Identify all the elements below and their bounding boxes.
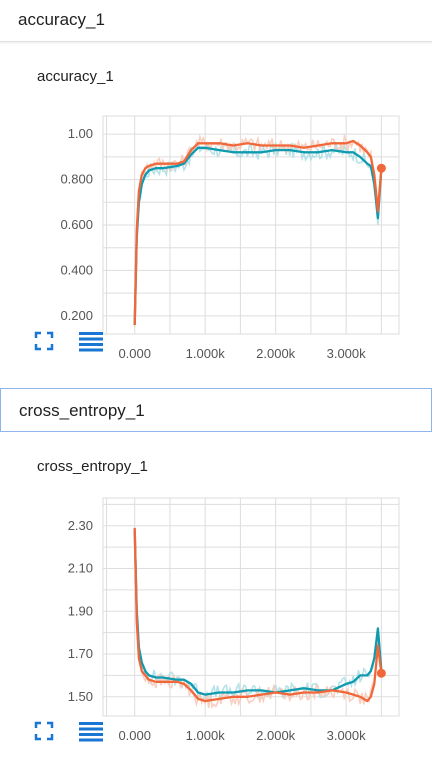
chart-card-accuracy: accuracy_1 1.00 0.800 0.600 0.400 0.200 0.000… [0, 42, 432, 382]
section-header-label: accuracy_1 [18, 10, 105, 29]
series-line-teal [133, 530, 383, 696]
section-header-accuracy[interactable]: accuracy_1 [0, 0, 432, 42]
fit-domain-icon[interactable] [33, 720, 55, 742]
series-line-orange [133, 527, 383, 703]
y-tick-label: 2.10 [68, 561, 93, 576]
y-tick-label: 0.600 [60, 217, 93, 232]
y-tick-label: 1.00 [68, 126, 93, 141]
grid [102, 115, 400, 335]
grid [102, 497, 400, 717]
x-tick-label: 1.000k [186, 728, 226, 743]
series-line-teal [133, 146, 383, 325]
x-tick-label: 0.000 [118, 346, 151, 361]
hover-point-marker [376, 163, 386, 173]
x-tick-label: 0.000 [118, 728, 151, 743]
plot-frame [102, 497, 400, 717]
chart-title: accuracy_1 [37, 68, 114, 85]
cross-entropy-chart[interactable]: 2.30 2.10 1.90 1.70 1.50 0.000 1.000k 2.000k 3.0… [0, 486, 432, 756]
chart-card-cross-entropy: cross_entropy_1 2.30 2.10 1.90 1.70 1.50 0.00… [0, 432, 432, 773]
x-tick-label: 3.000k [327, 346, 367, 361]
plot-frame [102, 115, 400, 335]
section-header-cross-entropy[interactable]: cross_entropy_1 [0, 388, 432, 432]
toggle-data-icon[interactable] [78, 720, 104, 742]
fit-domain-icon[interactable] [33, 330, 55, 352]
x-tick-label: 2.000k [256, 728, 296, 743]
x-tick-label: 2.000k [256, 346, 296, 361]
x-tick-label: 3.000k [327, 728, 367, 743]
y-tick-label: 1.70 [68, 646, 93, 661]
y-tick-label: 0.200 [60, 308, 93, 323]
hover-point-marker [376, 668, 386, 678]
chart-title: cross_entropy_1 [37, 458, 148, 475]
y-tick-label: 1.50 [68, 689, 93, 704]
series-raw-line-teal [133, 531, 381, 704]
toggle-data-icon[interactable] [78, 330, 104, 352]
x-tick-label: 1.000k [186, 346, 226, 361]
y-tick-label: 0.400 [60, 262, 93, 277]
accuracy-chart[interactable]: 1.00 0.800 0.600 0.400 0.200 0.000 1.000k 2.000… [0, 104, 432, 374]
series-line-orange [133, 139, 383, 325]
y-tick-label: 2.30 [68, 518, 93, 533]
section-header-label: cross_entropy_1 [19, 401, 145, 420]
y-tick-label: 1.90 [68, 603, 93, 618]
y-tick-label: 0.800 [60, 172, 93, 187]
